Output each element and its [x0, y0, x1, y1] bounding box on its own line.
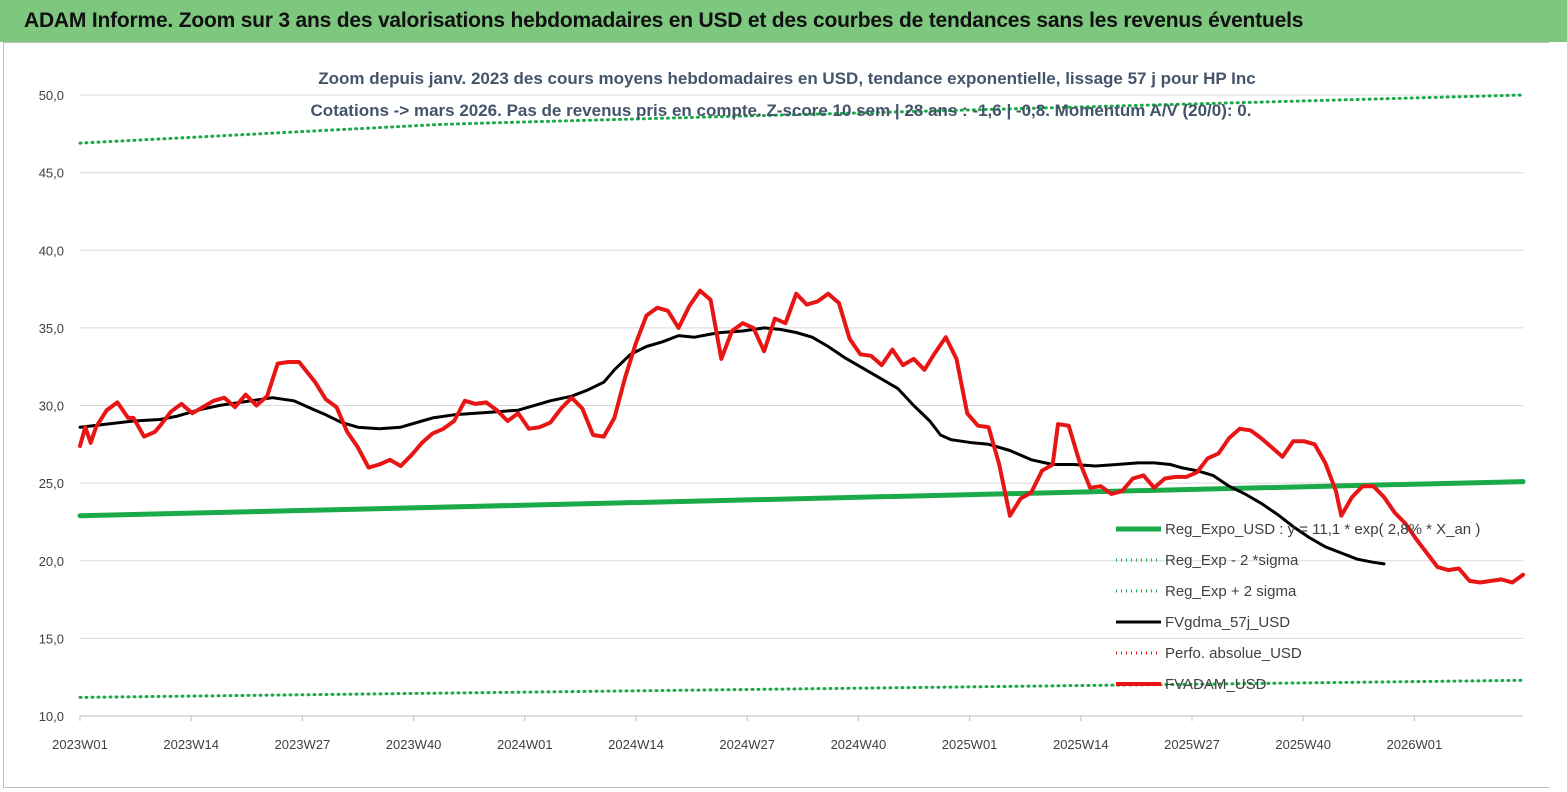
y-tick-label: 20,0: [39, 554, 64, 569]
x-tick-label: 2025W14: [1053, 737, 1109, 752]
series-line-3: [78, 326, 1386, 566]
x-tick-label: 2024W01: [497, 737, 553, 752]
y-tick-label: 15,0: [39, 631, 64, 646]
chart-subtitle: Cotations -> mars 2026. Pas de revenus p…: [311, 101, 1252, 120]
legend-label: Reg_Exp + 2 sigma: [1165, 583, 1297, 600]
right-strip: [1549, 42, 1567, 792]
report-title: ADAM Informe. Zoom sur 3 ans des valoris…: [24, 9, 1304, 32]
series-line-5: [78, 288, 1525, 585]
series-lines: [77, 93, 1526, 699]
y-tick-label: 35,0: [39, 321, 64, 336]
legend-label: FVgdma_57j_USD: [1165, 614, 1290, 631]
x-tick-label: 2024W40: [831, 737, 887, 752]
x-tick-label: 2025W27: [1164, 737, 1220, 752]
y-tick-label: 40,0: [39, 243, 64, 258]
y-tick-label: 10,0: [39, 709, 64, 724]
gridlines: [80, 94, 1523, 717]
legend-label: FVADAM_USD: [1165, 676, 1267, 693]
x-tick-label: 2024W14: [608, 737, 664, 752]
legend-label: Reg_Exp - 2 *sigma: [1165, 552, 1299, 569]
x-tick-label: 2025W40: [1275, 737, 1331, 752]
x-tick-label: 2023W27: [275, 737, 331, 752]
x-tick-label: 2024W27: [719, 737, 775, 752]
chart-title: Zoom depuis janv. 2023 des cours moyens …: [318, 69, 1256, 88]
series-line-2: [78, 93, 1525, 145]
chart-panel: [3, 42, 1561, 788]
x-tick-label: 2026W01: [1387, 737, 1443, 752]
x-tick-label: 2023W01: [52, 737, 108, 752]
series-line-1: [78, 678, 1525, 699]
x-axis-ticks: 2023W01 2023W14 2023W27 2023W40 2024W01 2024W…: [52, 716, 1442, 752]
y-tick-label: 45,0: [39, 166, 64, 181]
legend-label: Reg_Expo_USD : y = 11,1 * exp( 2,8% * X_…: [1165, 521, 1480, 538]
y-tick-label: 50,0: [39, 88, 64, 103]
x-tick-label: 2023W40: [386, 737, 442, 752]
series-line-0: [77, 479, 1526, 519]
report-header: ADAM Informe. Zoom sur 3 ans des valoris…: [0, 0, 1567, 42]
x-tick-label: 2025W01: [942, 737, 998, 752]
y-tick-label: 30,0: [39, 399, 64, 414]
legend-label: Perfo. absolue_USD: [1165, 645, 1302, 662]
chart-legend: Reg_Expo_USD : y = 11,1 * exp( 2,8% * X_…: [1116, 521, 1480, 693]
y-axis-ticks: 10,0 15,0 20,0 25,0 30,0 35,0 40,0 45,0 50,0: [39, 88, 64, 724]
y-tick-label: 25,0: [39, 476, 64, 491]
x-tick-label: 2023W14: [163, 737, 219, 752]
